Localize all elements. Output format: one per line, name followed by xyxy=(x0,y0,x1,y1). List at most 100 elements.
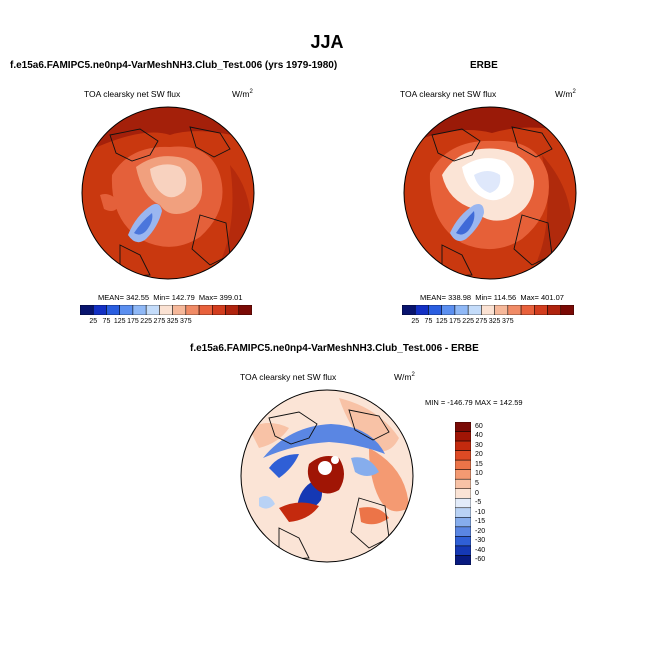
colorbar-swatch xyxy=(455,459,471,470)
colorbar-swatch xyxy=(494,305,509,315)
colorbar-tick-label: 375 xyxy=(502,318,514,325)
obs-colorbar xyxy=(402,305,574,315)
obs-panel-title: ERBE xyxy=(470,60,498,71)
diff-map-coastlines xyxy=(268,409,390,561)
colorbar-swatch xyxy=(455,545,471,556)
colorbar-swatch xyxy=(145,305,160,315)
colorbar-tick-label: 325 xyxy=(488,318,501,325)
colorbar-swatch xyxy=(402,305,416,315)
colorbar-swatch xyxy=(455,517,471,528)
colorbar-tick-label: 75 xyxy=(424,318,433,325)
model-map xyxy=(81,106,255,280)
colorbar-swatch xyxy=(455,488,471,499)
model-map-coastlines xyxy=(109,126,231,278)
colorbar-level-label: 5 xyxy=(475,479,479,487)
obs-map-coastlines xyxy=(431,126,553,278)
colorbar-level-label: -5 xyxy=(475,499,482,507)
diff-minmax: MIN = -146.79 MAX = 142.59 xyxy=(425,398,523,407)
colorbar-swatch xyxy=(455,498,471,509)
colorbar-swatch xyxy=(119,305,134,315)
colorbar-swatch xyxy=(238,305,252,315)
obs-units: W/m2 xyxy=(555,89,576,99)
colorbar-level-label: -30 xyxy=(475,537,486,545)
colorbar-tick-label: 275 xyxy=(475,318,488,325)
obs-variable-label: TOA clearsky net SW flux xyxy=(400,89,497,99)
colorbar-tick-label: 25 xyxy=(89,318,98,325)
colorbar-swatch xyxy=(547,305,562,315)
model-map-frame xyxy=(81,106,255,280)
model-panel-title: f.e15a6.FAMIPC5.ne0np4-VarMeshNH3.Club_T… xyxy=(10,60,338,71)
colorbar-swatch xyxy=(520,305,535,315)
obs-colorbar-ticks: 25 75 125 175 225 275 325 375 xyxy=(402,318,574,328)
colorbar-swatch xyxy=(185,305,200,315)
colorbar-swatch xyxy=(455,431,471,442)
colorbar-level-label: 30 xyxy=(475,441,483,449)
colorbar-level-label: 15 xyxy=(475,460,483,468)
colorbar-swatch xyxy=(560,305,574,315)
colorbar-tick-label: 225 xyxy=(140,318,152,325)
colorbar-level-label: -15 xyxy=(475,518,486,526)
model-stats: MEAN= 342.55 Min= 142.79 Max= 399.01 xyxy=(98,293,243,302)
model-variable-label: TOA clearsky net SW flux xyxy=(84,89,181,99)
page-title: JJA xyxy=(310,32,344,52)
colorbar-swatch xyxy=(428,305,442,315)
colorbar-level-label: 20 xyxy=(475,451,483,459)
colorbar-swatch xyxy=(212,305,226,315)
colorbar-swatch xyxy=(414,305,429,315)
colorbar-swatch xyxy=(455,478,471,489)
colorbar-swatch xyxy=(80,305,94,315)
colorbar-swatch xyxy=(106,305,120,315)
model-colorbar-ticks: 25 75 125 175 225 275 325 375 xyxy=(80,318,252,328)
colorbar-level-label: -10 xyxy=(475,508,486,516)
colorbar-tick-label: 125 xyxy=(435,318,448,325)
colorbar-tick-label: 25 xyxy=(411,318,420,325)
colorbar-tick-label: 125 xyxy=(113,318,126,325)
obs-stats: MEAN= 338.98 Min= 114.56 Max= 401.07 xyxy=(420,293,564,302)
colorbar-swatch xyxy=(467,305,482,315)
diff-map-negative-region xyxy=(263,424,385,458)
colorbar-swatch xyxy=(455,555,471,565)
colorbar-swatch xyxy=(481,305,495,315)
colorbar-swatch xyxy=(455,422,471,432)
colorbar-level-label: 10 xyxy=(475,470,483,478)
colorbar-level-label: 60 xyxy=(475,422,483,430)
colorbar-level-label: -20 xyxy=(475,527,486,535)
colorbar-level-label: 0 xyxy=(475,489,479,497)
colorbar-tick-label: 75 xyxy=(102,318,111,325)
diff-units: W/m2 xyxy=(394,372,415,382)
colorbar-swatch xyxy=(441,305,456,315)
colorbar-swatch xyxy=(534,305,548,315)
colorbar-swatch xyxy=(159,305,173,315)
colorbar-swatch xyxy=(454,305,469,315)
model-colorbar xyxy=(80,305,252,315)
colorbar-tick-label: 375 xyxy=(180,318,192,325)
colorbar-swatch xyxy=(172,305,187,315)
colorbar-tick-label: 275 xyxy=(153,318,166,325)
colorbar-swatch xyxy=(132,305,147,315)
obs-map xyxy=(403,106,577,280)
obs-map-frame xyxy=(403,106,577,280)
colorbar-tick-label: 225 xyxy=(462,318,474,325)
colorbar-swatch xyxy=(507,305,522,315)
colorbar-swatch xyxy=(92,305,107,315)
colorbar-swatch xyxy=(225,305,240,315)
colorbar-tick-label: 175 xyxy=(449,318,461,325)
diff-variable-label: TOA clearsky net SW flux xyxy=(240,372,337,382)
colorbar-level-label: -40 xyxy=(475,546,486,554)
colorbar-swatch xyxy=(455,450,471,461)
colorbar-tick-label: 325 xyxy=(166,318,179,325)
diff-map-frame xyxy=(240,389,414,563)
colorbar-swatch xyxy=(455,440,471,451)
model-units: W/m2 xyxy=(232,89,253,99)
colorbar-swatch xyxy=(455,526,471,537)
diff-map xyxy=(240,389,414,563)
diff-colorbar-ticks: 60 40 30 20 15 10 5 0 -5 -10 -15 -20 -30 -40 -60 xyxy=(475,422,505,565)
colorbar-tick-label: 175 xyxy=(127,318,139,325)
colorbar-level-label: 40 xyxy=(475,432,483,440)
colorbar-swatch xyxy=(198,305,213,315)
colorbar-level-label: -60 xyxy=(475,556,486,564)
colorbar-swatch xyxy=(455,536,471,547)
colorbar-swatch xyxy=(455,507,471,518)
diff-colorbar xyxy=(455,422,471,565)
colorbar-swatch xyxy=(455,469,471,480)
